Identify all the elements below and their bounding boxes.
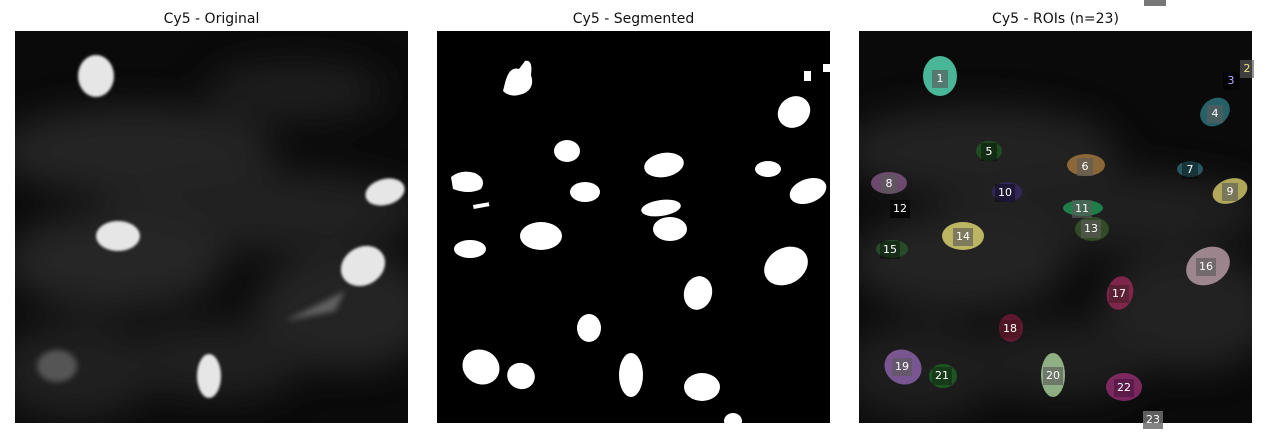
roi-label: 13 [1081, 220, 1101, 238]
roi-label: 7 [1182, 161, 1198, 179]
segmented-image [451, 60, 830, 423]
rois-image [859, 31, 1252, 423]
panel-title-original: Cy5 - Original [163, 11, 260, 27]
mask-nucleus [764, 246, 808, 286]
roi-label: 16 [1196, 258, 1216, 276]
roi-label: 19 [892, 358, 912, 376]
roi-7 [1177, 161, 1203, 177]
nucleus-original [340, 245, 386, 287]
mask-nucleus [451, 171, 483, 192]
mask-nucleus [644, 152, 684, 178]
mask-nucleus [454, 240, 486, 258]
mask-nucleus [755, 161, 781, 177]
roi-label: 5 [981, 143, 997, 161]
roi-label: 1 [932, 70, 948, 88]
mask-nucleus [503, 60, 533, 96]
original-image-panel [15, 31, 408, 423]
roi-label: 20 [1043, 367, 1063, 385]
mask-nucleus [507, 362, 535, 390]
roi-5 [976, 141, 1002, 161]
roi-label: 4 [1207, 105, 1223, 123]
mask-nucleus [462, 349, 500, 385]
mask-nucleus [653, 217, 687, 241]
roi-label: 3 [1223, 72, 1239, 90]
roi-label: 11 [1072, 200, 1092, 218]
roi-15 [876, 240, 908, 258]
mask-nucleus [684, 373, 720, 401]
roi-10 [992, 182, 1022, 202]
roi-label: 21 [932, 367, 952, 385]
mask-nucleus [777, 96, 811, 128]
nucleus-original [365, 178, 405, 206]
panel-title-segmented: Cy5 - Segmented [572, 11, 695, 27]
roi-label: 8 [881, 175, 897, 193]
mask-nucleus [520, 222, 562, 250]
roi-label: 14 [953, 228, 973, 246]
mask-nucleus [570, 182, 600, 202]
mask-nucleus [641, 199, 681, 217]
mask-nucleus [554, 140, 580, 162]
mask-nucleus [683, 276, 713, 310]
mask-nucleus [619, 353, 643, 397]
mask-fragment [823, 64, 830, 72]
mask-nucleus [724, 413, 742, 423]
roi-label: 10 [995, 184, 1015, 202]
rois-image-panel: 1 2 3 4 5 6 7 8 9 10 11 12 13 14 15 16 1… [859, 31, 1254, 429]
nucleus-original [78, 55, 114, 97]
roi-label: 17 [1109, 285, 1129, 303]
mask-fragment [804, 71, 811, 81]
original-image [15, 31, 408, 423]
roi-label: 12 [890, 200, 910, 218]
roi-label: 22 [1114, 379, 1134, 397]
roi-label: 15 [880, 241, 900, 259]
nucleus-original [197, 354, 221, 398]
roi-label: 18 [1000, 320, 1020, 338]
segmented-image-panel [437, 31, 830, 423]
roi-label: 9 [1222, 183, 1238, 201]
mask-nucleus [577, 314, 601, 342]
nucleus-original [96, 221, 140, 251]
roi-label: 23 [1143, 411, 1163, 429]
mask-fragment [473, 202, 490, 209]
panel-title-rois: Cy5 - ROIs (n=23) [992, 11, 1119, 27]
offscreen-roi-marker [1144, 0, 1166, 6]
roi-label: 6 [1077, 158, 1093, 176]
mask-nucleus [789, 177, 827, 205]
roi-label: 2 [1240, 60, 1254, 78]
